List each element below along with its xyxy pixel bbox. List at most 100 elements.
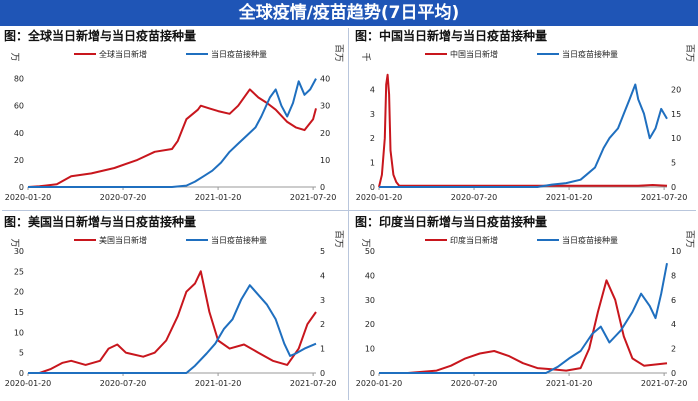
series-line-vaccines	[28, 284, 317, 374]
left-tick-label: 25	[14, 267, 24, 276]
right-tick-label: 20	[671, 85, 681, 94]
right-tick-label: 0	[320, 183, 325, 192]
left-tick-label: 2	[370, 134, 375, 143]
chart-panel-china: 图：中国当日新增与当日疫苗接种量 0 1 2 3 4 0 5 10 15 20 2020-01-20…	[353, 27, 695, 213]
left-tick-label: 30	[14, 247, 24, 256]
left-tick-label: 1	[370, 159, 375, 168]
right-unit-label: 百万	[684, 230, 695, 248]
left-tick-label: 5	[19, 349, 24, 358]
right-tick-label: 5	[671, 159, 676, 168]
x-tick-label: 2021-07-20	[290, 379, 337, 388]
right-tick-label: 3	[320, 296, 325, 305]
legend-label-cases: 印度当日新增	[450, 235, 498, 245]
right-tick-label: 20	[320, 129, 330, 138]
left-unit-label: 万	[360, 238, 370, 247]
left-tick-label: 0	[19, 369, 24, 378]
left-tick-label: 15	[14, 308, 24, 317]
right-tick-label: 40	[320, 75, 330, 84]
left-tick-label: 3	[370, 110, 375, 119]
legend-label-vaccines: 当日疫苗接种量	[211, 235, 267, 245]
right-tick-label: 15	[671, 110, 681, 119]
right-tick-label: 10	[671, 134, 681, 143]
chart-panel-india: 图：印度当日新增与当日疫苗接种量 0 10 20 30 40 50 0 2 4 6 8 10 2020-…	[353, 213, 695, 399]
left-tick-label: 0	[370, 183, 375, 192]
left-unit-label: 千	[360, 52, 371, 61]
right-tick-label: 5	[320, 247, 325, 256]
left-tick-label: 40	[365, 271, 375, 280]
x-tick-label: 2020-01-20	[356, 379, 403, 388]
x-tick-label: 2021-07-20	[290, 193, 337, 202]
x-tick-label: 2020-07-20	[451, 193, 498, 202]
right-tick-label: 4	[671, 320, 676, 329]
x-tick-label: 2020-01-20	[5, 193, 52, 202]
right-tick-label: 30	[320, 102, 330, 111]
right-unit-label: 百万	[333, 230, 344, 248]
x-tick-label: 2021-01-20	[195, 193, 242, 202]
title-banner	[0, 0, 698, 26]
left-tick-label: 30	[365, 296, 375, 305]
chart-global: 0 20 40 60 80 0 10 20 30 40 2020-01-20 2020-07-20 20…	[5, 44, 344, 202]
x-tick-label: 2020-07-20	[451, 379, 498, 388]
page-title: 全球疫情/疫苗趋势(7日平均)	[238, 3, 460, 23]
x-tick-label: 2020-07-20	[100, 379, 147, 388]
series-line-cases	[28, 270, 317, 374]
left-unit-label: 万	[9, 238, 19, 247]
left-tick-label: 0	[370, 369, 375, 378]
right-tick-label: 6	[671, 296, 676, 305]
legend-label-vaccines: 当日疫苗接种量	[562, 49, 618, 59]
left-tick-label: 10	[14, 328, 24, 337]
right-unit-label: 百万	[684, 44, 695, 62]
chart-india: 0 10 20 30 40 50 0 2 4 6 8 10 2020-01-20 2020-07-20 20…	[356, 230, 695, 388]
series-line-vaccines	[28, 78, 317, 188]
legend-label-cases: 全球当日新增	[99, 49, 147, 59]
left-tick-label: 60	[14, 102, 24, 111]
chart-title: 图：中国当日新增与当日疫苗接种量	[355, 29, 548, 43]
right-tick-label: 1	[320, 345, 325, 354]
chart-china: 0 1 2 3 4 0 5 10 15 20 2020-01-20 2020-07-20 2021-01…	[356, 44, 695, 202]
right-tick-label: 8	[671, 271, 676, 280]
series-line-vaccines	[379, 83, 668, 188]
right-tick-label: 2	[320, 320, 325, 329]
left-tick-label: 10	[365, 345, 375, 354]
right-unit-label: 百万	[333, 44, 344, 62]
x-tick-label: 2021-01-20	[546, 193, 593, 202]
chart-title: 图：美国当日新增与当日疫苗接种量	[4, 215, 197, 229]
x-tick-label: 2020-07-20	[100, 193, 147, 202]
left-tick-label: 0	[19, 183, 24, 192]
vertical-divider	[348, 28, 349, 400]
right-tick-label: 0	[671, 369, 676, 378]
x-tick-label: 2020-01-20	[356, 193, 403, 202]
chart-title: 图：印度当日新增与当日疫苗接种量	[355, 215, 548, 229]
series-line-cases	[378, 73, 668, 188]
x-tick-label: 2021-01-20	[546, 379, 593, 388]
left-tick-label: 40	[14, 129, 24, 138]
left-tick-label: 80	[14, 75, 24, 84]
right-tick-label: 4	[320, 271, 325, 280]
right-tick-label: 10	[671, 247, 681, 256]
left-tick-label: 20	[14, 288, 24, 297]
series-line-cases	[379, 279, 668, 374]
left-tick-label: 4	[370, 85, 375, 94]
right-tick-label: 0	[671, 183, 676, 192]
right-tick-label: 2	[671, 345, 676, 354]
chart-panel-usa: 图：美国当日新增与当日疫苗接种量 0 5 10 15 20 25 30 0 1 2 3 4 5 2020-…	[2, 213, 344, 399]
right-tick-label: 0	[320, 369, 325, 378]
x-tick-label: 2021-07-20	[641, 379, 688, 388]
chart-title: 图：全球当日新增与当日疫苗接种量	[4, 29, 197, 43]
series-line-cases	[27, 88, 317, 188]
left-tick-label: 20	[14, 156, 24, 165]
series-line-vaccines	[379, 263, 668, 374]
legend-label-cases: 美国当日新增	[99, 235, 147, 245]
legend-label-vaccines: 当日疫苗接种量	[211, 49, 267, 59]
legend-label-cases: 中国当日新增	[450, 49, 498, 59]
left-tick-label: 50	[365, 247, 375, 256]
right-tick-label: 10	[320, 156, 330, 165]
left-unit-label: 万	[9, 52, 19, 61]
left-tick-label: 20	[365, 320, 375, 329]
x-tick-label: 2020-01-20	[5, 379, 52, 388]
chart-usa: 0 5 10 15 20 25 30 0 1 2 3 4 5 2020-01-20 2020-07-20 20…	[5, 230, 344, 388]
x-tick-label: 2021-07-20	[641, 193, 688, 202]
x-tick-label: 2021-01-20	[195, 379, 242, 388]
legend-label-vaccines: 当日疫苗接种量	[562, 235, 618, 245]
horizontal-divider	[2, 210, 696, 211]
